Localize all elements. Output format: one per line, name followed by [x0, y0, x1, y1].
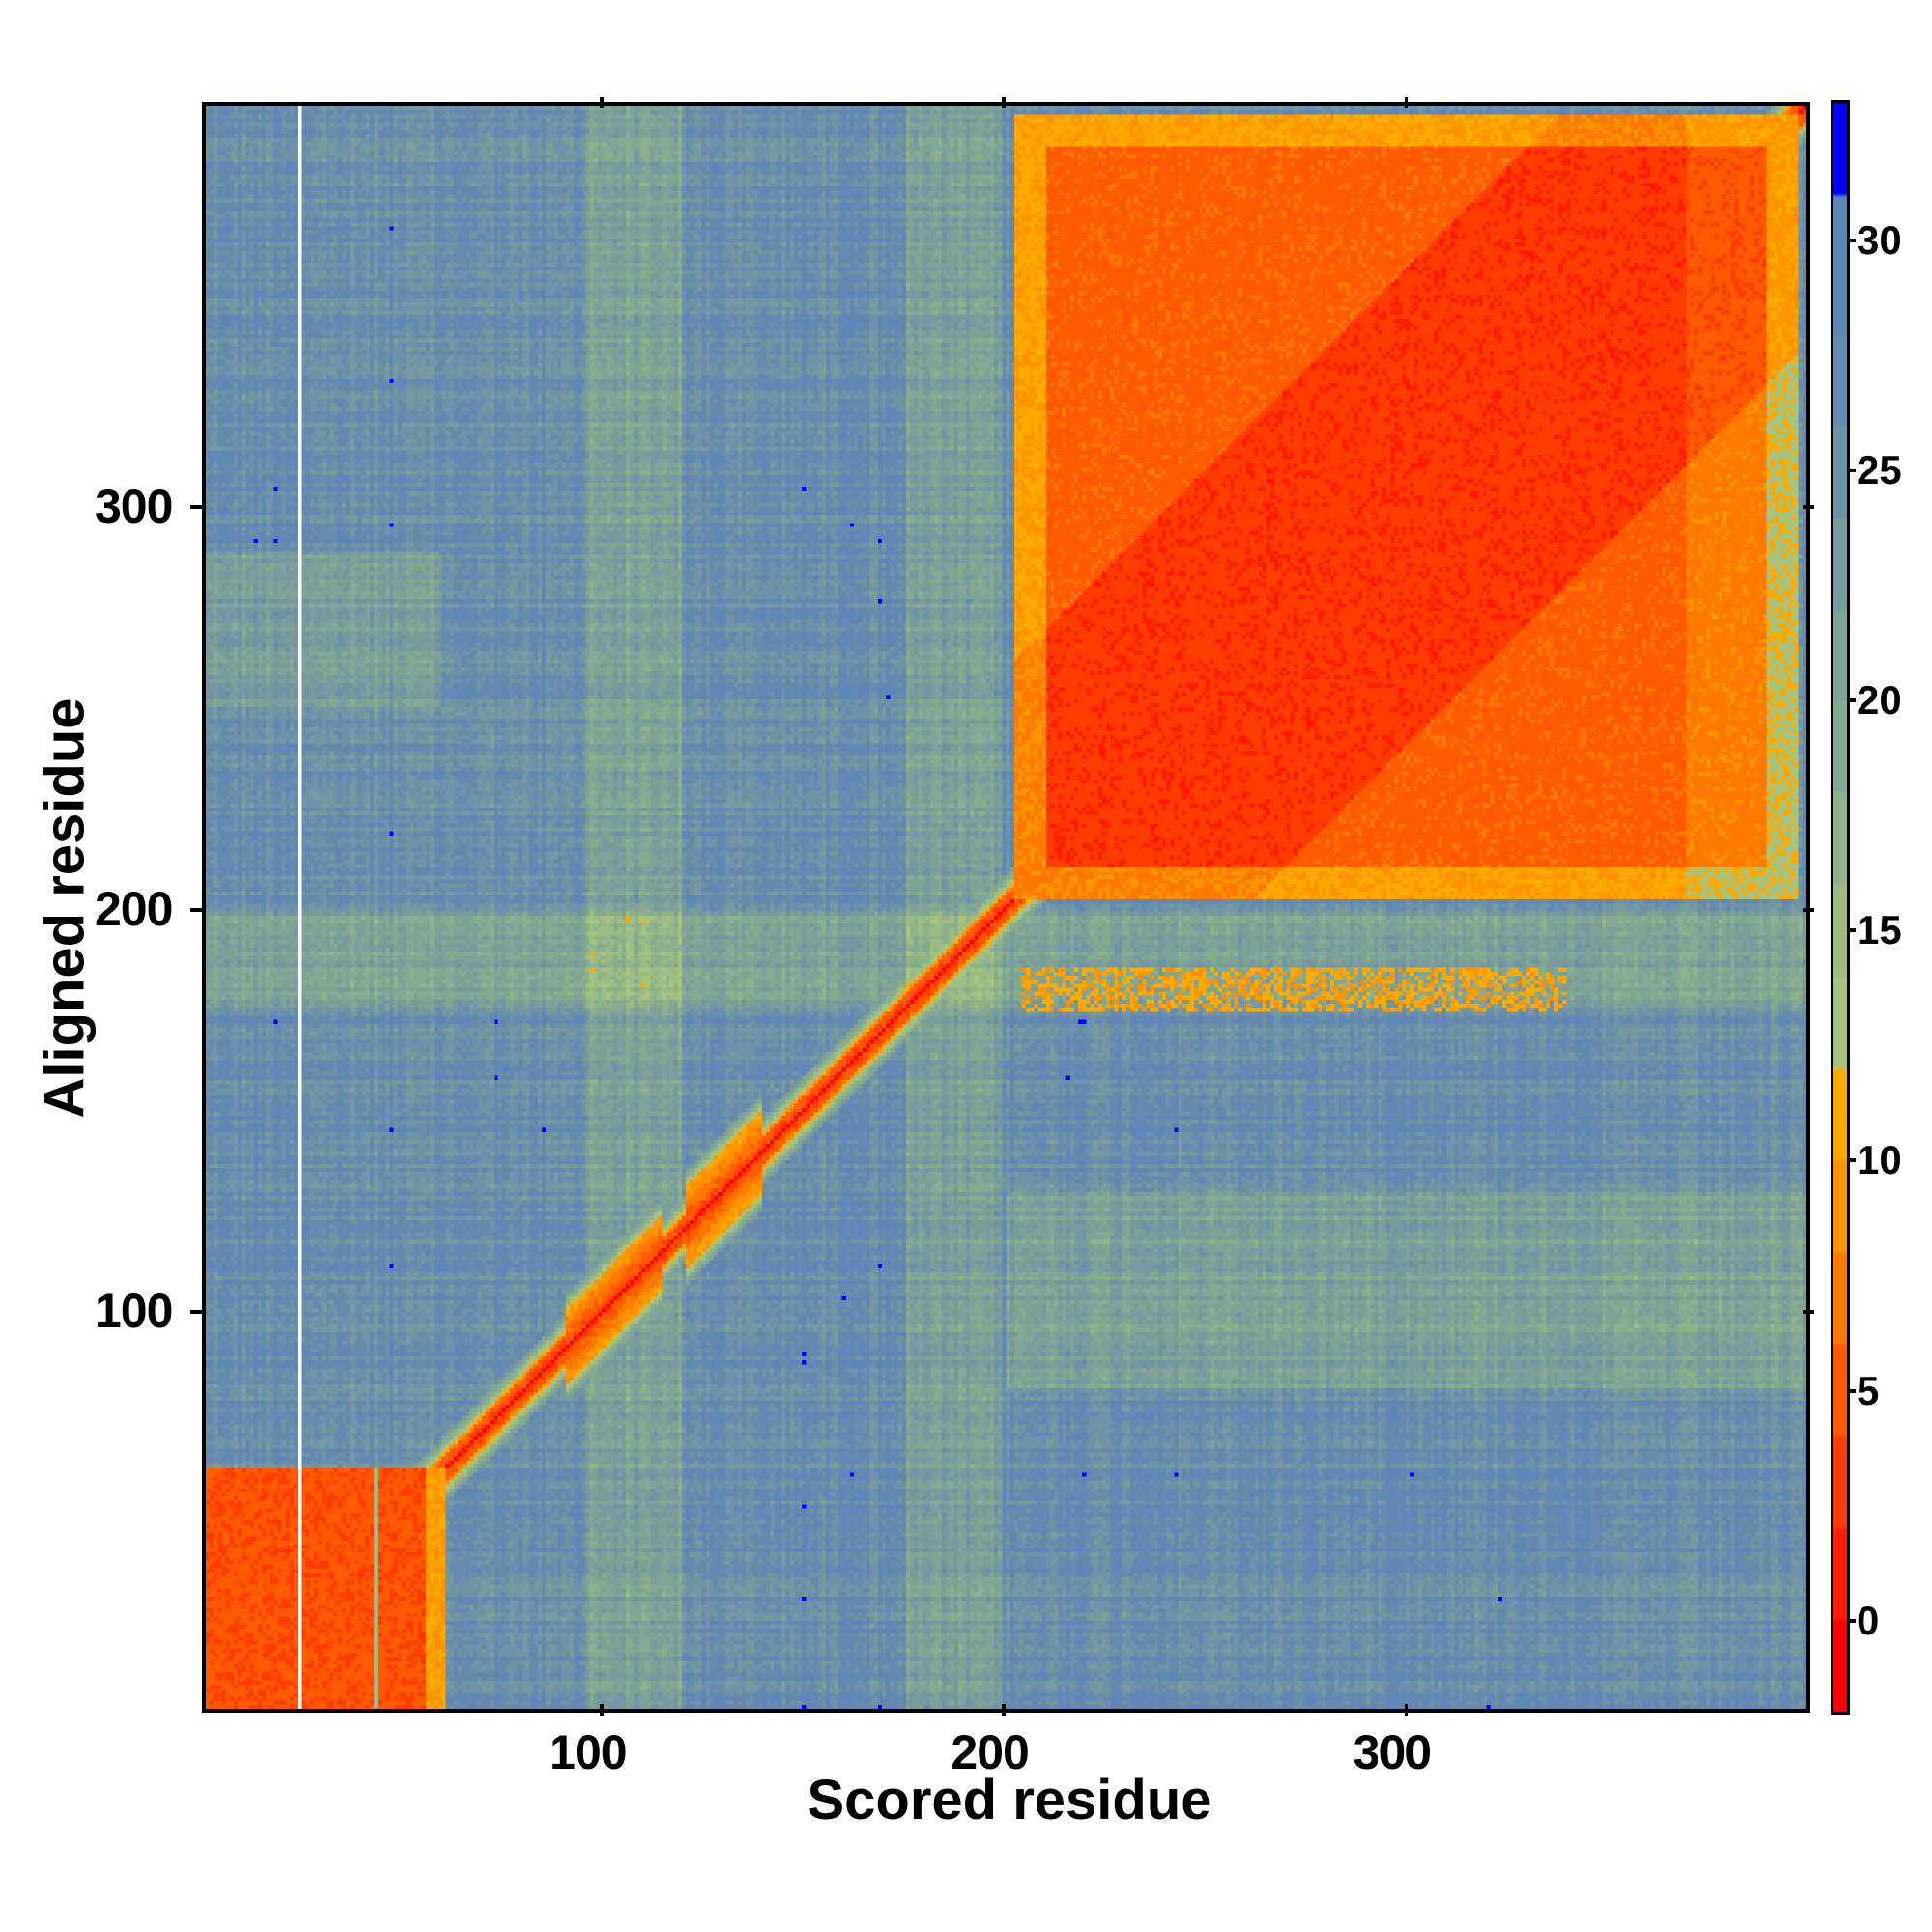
x-tick [1404, 1704, 1408, 1716]
colorbar-tick-label: 30 [1857, 216, 1902, 263]
x-axis-label: Scored residue [807, 1769, 1212, 1832]
colorbar-gradient [1833, 103, 1847, 1712]
x-tick-top [1404, 97, 1408, 108]
colorbar-tick [1848, 928, 1856, 933]
y-tick [190, 907, 202, 912]
colorbar-tick [1848, 238, 1856, 242]
y-tick-label: 100 [95, 1284, 173, 1339]
colorbar-tick-label: 5 [1857, 1367, 1880, 1413]
colorbar-tick [1848, 1618, 1856, 1623]
colorbar-tick-label: 10 [1857, 1137, 1902, 1183]
y-tick [190, 1310, 202, 1315]
y-tick-label: 300 [95, 478, 173, 533]
colorbar-tick-label: 15 [1857, 907, 1902, 953]
colorbar-tick-label: 20 [1857, 677, 1902, 724]
colorbar-tick [1848, 1388, 1856, 1393]
y-tick-right [1803, 1310, 1814, 1315]
y-axis-label: Aligned residue [33, 697, 97, 1119]
y-tick-right [1803, 504, 1814, 509]
colorbar-tick [1848, 469, 1856, 473]
colorbar [1831, 100, 1850, 1715]
y-tick-label: 200 [95, 881, 173, 936]
x-tick [600, 1704, 605, 1716]
heatmap-canvas [206, 106, 1806, 1709]
heatmap-plot-area [202, 102, 1810, 1713]
x-tick-top [600, 97, 605, 108]
colorbar-tick-label: 25 [1857, 447, 1902, 494]
x-tick-label: 100 [549, 1725, 627, 1779]
colorbar-tick-label: 0 [1857, 1597, 1880, 1643]
x-tick-top [1002, 97, 1007, 108]
colorbar-tick [1848, 698, 1856, 703]
colorbar-tick [1848, 1158, 1856, 1163]
x-tick-label: 200 [951, 1725, 1029, 1779]
x-tick-label: 300 [1352, 1725, 1432, 1779]
y-tick [190, 504, 202, 509]
y-tick-right [1803, 907, 1814, 912]
x-tick [1002, 1704, 1007, 1716]
